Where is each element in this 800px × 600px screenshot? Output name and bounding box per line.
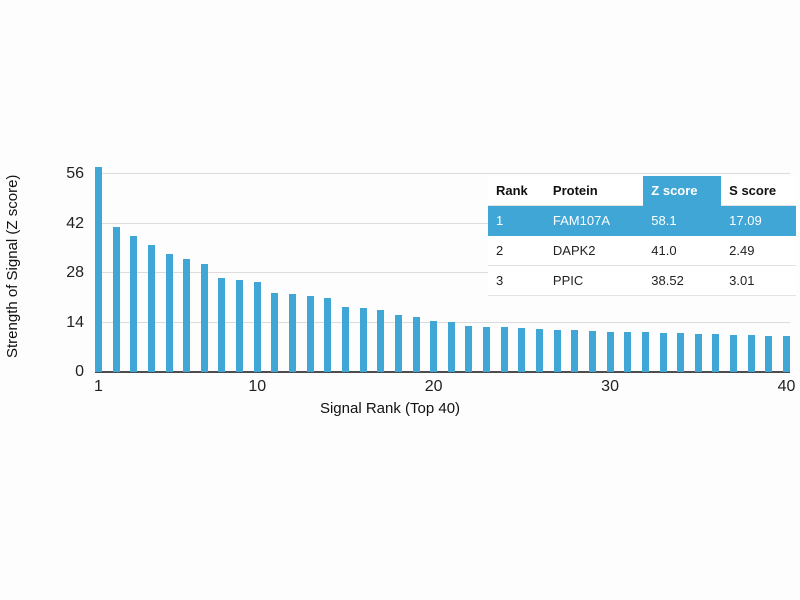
table-cell: 2.49 (721, 235, 796, 266)
x-tick-label: 20 (424, 378, 443, 395)
bar (341, 306, 349, 372)
bar (412, 317, 420, 372)
bar (200, 264, 208, 372)
bar (588, 331, 596, 372)
bar (95, 166, 102, 372)
bar (271, 292, 279, 372)
y-tick-label: 28 (66, 264, 84, 282)
y-tick-label: 42 (66, 214, 84, 232)
bar (624, 332, 632, 372)
table-cell: DAPK2 (544, 235, 644, 266)
table-header-row: Rank Protein Z score S score (488, 176, 796, 206)
bar (500, 327, 508, 372)
bar (712, 334, 720, 372)
bar (536, 328, 544, 372)
score-table: Rank Protein Z score S score 1 FAM107A 58.1 17… (488, 176, 796, 296)
plot-area (95, 160, 790, 373)
x-tick-label: 10 (248, 378, 267, 395)
gridline (95, 222, 790, 224)
x-tick-label: 1 (94, 378, 103, 395)
bar (518, 328, 526, 372)
y-tick-label: 14 (66, 313, 84, 331)
bar (165, 253, 173, 372)
y-tick-label: 0 (75, 363, 84, 380)
table-cell: PPIC (544, 265, 644, 296)
table-cell: 3 (488, 265, 545, 296)
x-tick-label: 30 (601, 378, 619, 395)
x-tick-label: 40 (777, 378, 796, 395)
table-cell: 2 (488, 235, 545, 266)
bar (677, 333, 685, 372)
bar (765, 335, 773, 372)
table-cell: 38.52 (643, 265, 722, 296)
table-row: 1 FAM107A 58.1 17.09 (488, 205, 796, 236)
table-cell: 58.1 (643, 205, 722, 236)
bar (324, 297, 332, 372)
x-axis-ticks: 1 10 20 30 40 (94, 378, 795, 400)
bar (447, 321, 455, 372)
bar (606, 331, 614, 372)
x-axis-line (95, 371, 790, 373)
bar (694, 333, 702, 372)
y-tick-label: 56 (66, 165, 84, 183)
bar (130, 235, 138, 372)
bar (236, 280, 244, 372)
table-row: 3 PPIC 38.52 3.01 (488, 265, 796, 296)
bar (253, 281, 261, 372)
gridline (95, 173, 790, 175)
bar (112, 227, 120, 372)
table-cell: 17.09 (721, 205, 796, 236)
table-row: 2 DAPK2 41.0 2.49 (488, 235, 796, 266)
bar (289, 294, 297, 372)
bar (183, 258, 191, 372)
bar (641, 332, 649, 372)
gridline (95, 321, 790, 323)
bar (377, 310, 385, 372)
table-header-cell: Protein (544, 176, 644, 206)
bar (783, 335, 790, 372)
score-table-head: Rank Protein Z score S score (488, 176, 796, 206)
bar (394, 315, 402, 372)
x-axis-label: Signal Rank (Top 40) (319, 400, 461, 417)
gridline (95, 272, 790, 274)
table-header-cell: S score (721, 176, 796, 206)
score-table-body: 1 FAM107A 58.1 17.09 2 DAPK2 41.0 2.49 3 PPIC 38.5… (488, 205, 796, 296)
bar (147, 244, 155, 372)
bar (483, 326, 491, 372)
table-cell: FAM107A (544, 205, 644, 236)
bar (571, 330, 579, 372)
bar (430, 320, 438, 372)
table-header-cell: Z score (643, 176, 722, 206)
table-cell: 1 (488, 205, 545, 236)
y-axis-ticks: 0 14 28 42 56 (0, 160, 84, 380)
bar (553, 329, 561, 372)
bar (218, 278, 226, 372)
table-header-cell: Rank (488, 176, 545, 206)
bar (730, 334, 738, 372)
bar (659, 332, 667, 372)
bar (359, 308, 367, 372)
table-cell: 3.01 (721, 265, 796, 296)
bar (465, 326, 473, 372)
bar (306, 296, 314, 372)
table-cell: 41.0 (643, 235, 722, 266)
bar (747, 334, 755, 372)
